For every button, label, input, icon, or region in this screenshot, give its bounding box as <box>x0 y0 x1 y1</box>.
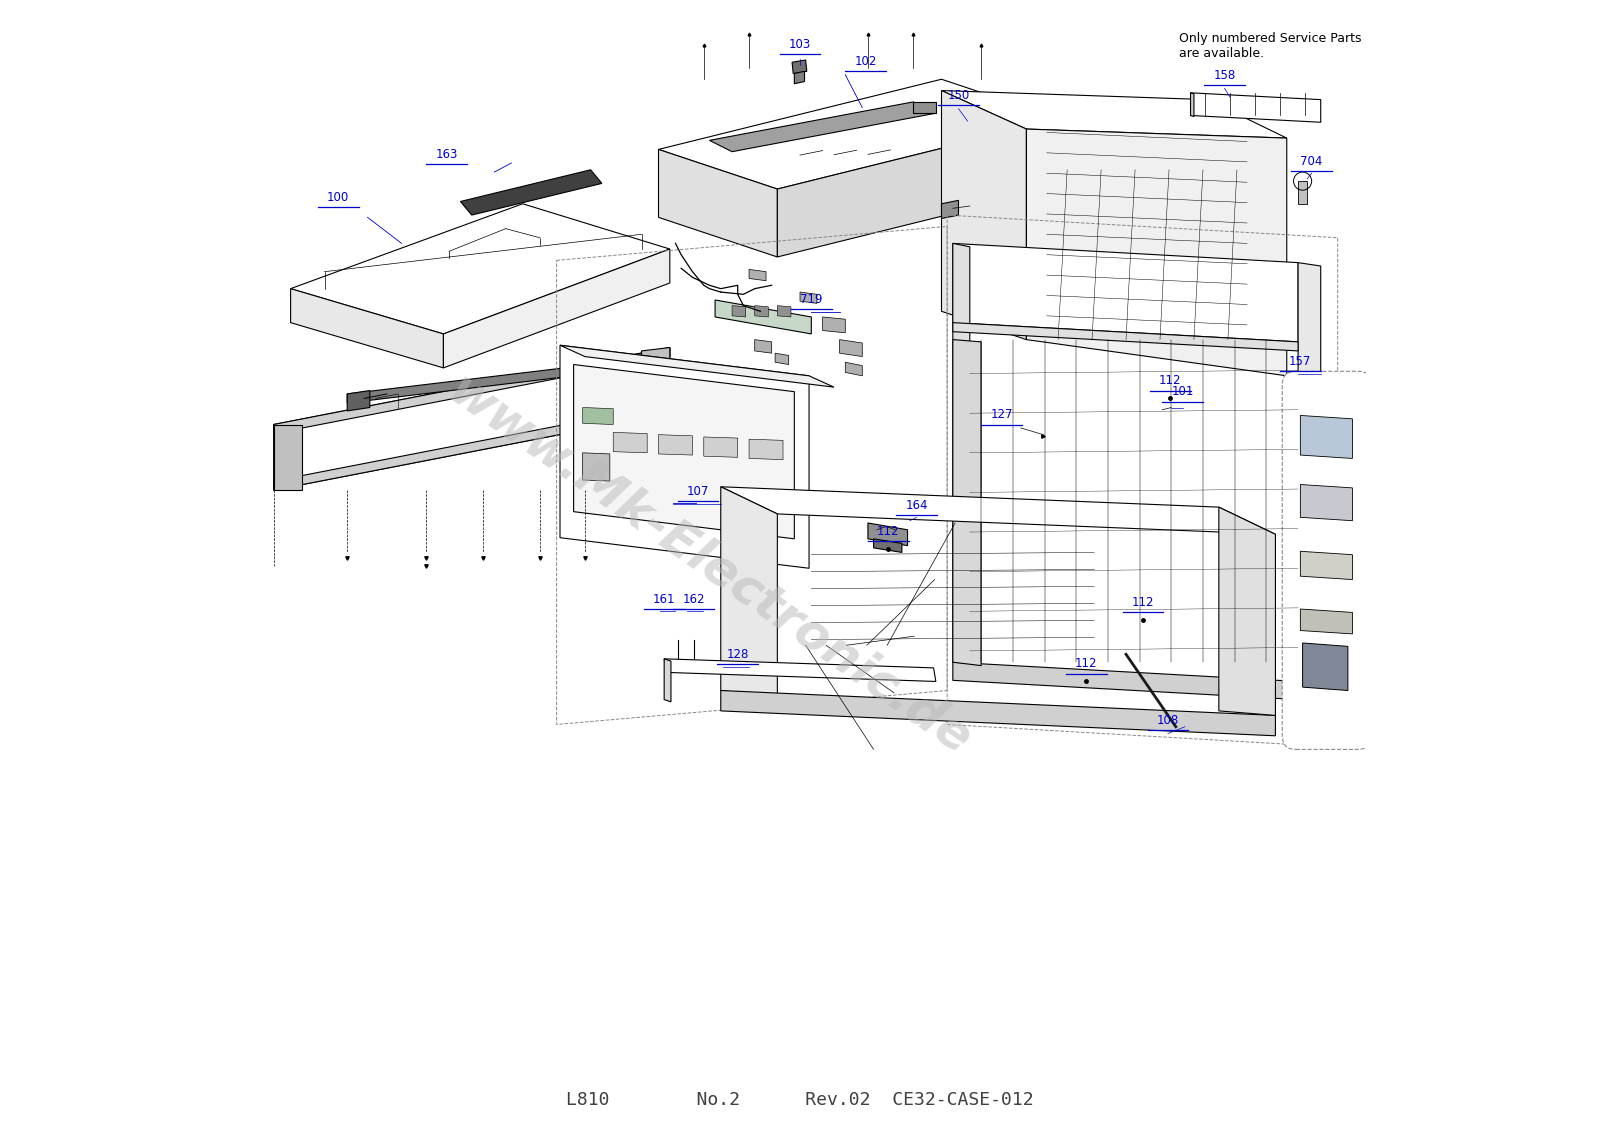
Polygon shape <box>733 306 746 317</box>
Polygon shape <box>822 317 845 333</box>
Text: 112: 112 <box>1158 375 1181 387</box>
Polygon shape <box>954 662 1298 700</box>
Polygon shape <box>443 249 670 368</box>
Text: 128: 128 <box>726 649 749 661</box>
Text: 101: 101 <box>1171 386 1194 398</box>
Polygon shape <box>1027 129 1286 376</box>
Text: 127: 127 <box>990 409 1013 421</box>
Polygon shape <box>274 424 302 490</box>
Polygon shape <box>720 487 1275 534</box>
Text: Only numbered Service Parts
are available.: Only numbered Service Parts are availabl… <box>1179 32 1362 60</box>
Polygon shape <box>1301 484 1352 521</box>
Polygon shape <box>613 432 646 453</box>
Polygon shape <box>1301 551 1352 580</box>
Polygon shape <box>867 523 907 546</box>
Polygon shape <box>778 306 790 317</box>
Polygon shape <box>1302 643 1347 691</box>
Polygon shape <box>560 345 810 568</box>
Polygon shape <box>659 435 693 455</box>
Text: 102: 102 <box>854 55 877 68</box>
Polygon shape <box>715 300 811 334</box>
Polygon shape <box>720 487 778 696</box>
Polygon shape <box>664 659 670 702</box>
Polygon shape <box>774 353 789 365</box>
Polygon shape <box>755 340 771 353</box>
Polygon shape <box>1219 507 1275 715</box>
Polygon shape <box>778 119 1061 257</box>
Text: L810        No.2      Rev.02  CE32-CASE-012: L810 No.2 Rev.02 CE32-CASE-012 <box>566 1091 1034 1109</box>
Polygon shape <box>755 306 768 317</box>
Polygon shape <box>941 200 958 218</box>
Polygon shape <box>954 243 1298 342</box>
Polygon shape <box>274 348 670 434</box>
Polygon shape <box>792 60 806 74</box>
Polygon shape <box>659 149 778 257</box>
Text: 157: 157 <box>1290 355 1312 368</box>
Polygon shape <box>274 404 670 490</box>
Polygon shape <box>840 340 862 357</box>
Polygon shape <box>582 408 613 424</box>
Polygon shape <box>274 348 670 490</box>
Polygon shape <box>845 362 862 376</box>
Text: 103: 103 <box>789 38 811 51</box>
Polygon shape <box>709 102 936 152</box>
Text: 704: 704 <box>1301 155 1323 168</box>
Polygon shape <box>794 71 805 84</box>
Text: 112: 112 <box>1131 597 1154 609</box>
Text: 158: 158 <box>1213 69 1235 82</box>
Polygon shape <box>914 102 936 113</box>
Polygon shape <box>1190 93 1320 122</box>
Polygon shape <box>291 204 670 334</box>
Text: 108: 108 <box>1157 714 1179 727</box>
Polygon shape <box>659 79 1061 189</box>
Polygon shape <box>720 691 1275 736</box>
FancyBboxPatch shape <box>1282 371 1371 749</box>
Polygon shape <box>573 365 794 539</box>
Polygon shape <box>291 289 443 368</box>
Polygon shape <box>1301 415 1352 458</box>
Polygon shape <box>642 348 670 417</box>
Text: 100: 100 <box>326 191 349 204</box>
Polygon shape <box>347 367 573 403</box>
Polygon shape <box>954 323 1298 351</box>
Polygon shape <box>954 243 970 666</box>
Polygon shape <box>664 659 936 681</box>
Polygon shape <box>954 340 981 666</box>
Text: 161: 161 <box>653 593 675 606</box>
Polygon shape <box>347 391 370 411</box>
Polygon shape <box>1298 181 1307 204</box>
Polygon shape <box>1298 263 1320 685</box>
Text: 163: 163 <box>435 148 458 161</box>
Text: 164: 164 <box>906 499 928 512</box>
Text: 719: 719 <box>800 293 822 306</box>
Polygon shape <box>800 292 818 303</box>
Text: 150: 150 <box>947 89 970 102</box>
Text: www.Mk-Electronic.de: www.Mk-Electronic.de <box>438 367 979 765</box>
Polygon shape <box>941 91 1027 340</box>
Text: 112: 112 <box>1075 658 1098 670</box>
Polygon shape <box>704 437 738 457</box>
Text: 112: 112 <box>877 525 899 538</box>
Polygon shape <box>461 170 602 215</box>
Text: 162: 162 <box>682 593 706 606</box>
Polygon shape <box>874 539 902 552</box>
Polygon shape <box>1190 93 1194 117</box>
Polygon shape <box>560 345 834 387</box>
Polygon shape <box>1301 609 1352 634</box>
Text: 107: 107 <box>686 486 709 498</box>
Polygon shape <box>941 91 1286 138</box>
Polygon shape <box>582 453 610 481</box>
Polygon shape <box>749 269 766 281</box>
Polygon shape <box>749 439 782 460</box>
